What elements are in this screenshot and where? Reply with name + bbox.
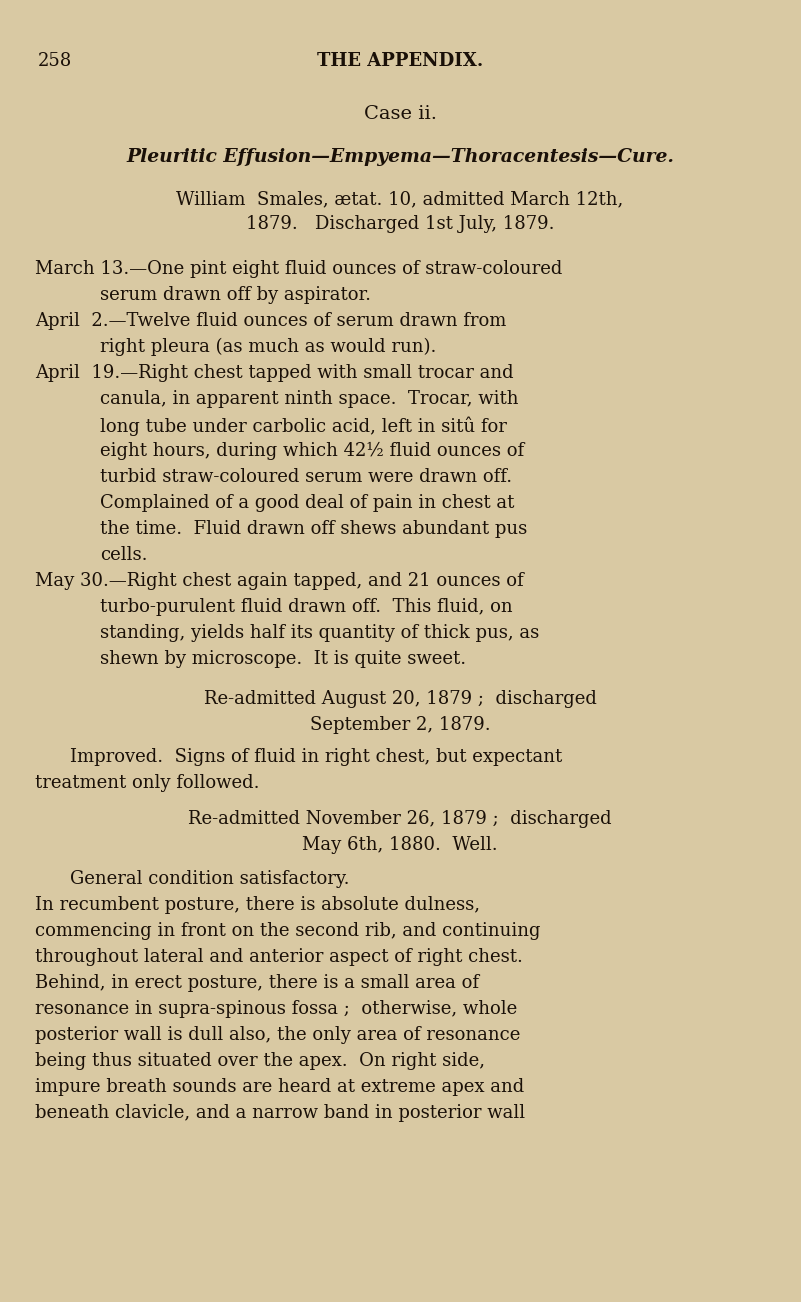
Text: canula, in apparent ninth space.  Trocar, with: canula, in apparent ninth space. Trocar,… [100,391,518,408]
Text: Complained of a good deal of pain in chest at: Complained of a good deal of pain in che… [100,493,514,512]
Text: shewn by microscope.  It is quite sweet.: shewn by microscope. It is quite sweet. [100,650,466,668]
Text: turbo-purulent fluid drawn off.  This fluid, on: turbo-purulent fluid drawn off. This flu… [100,598,513,616]
Text: Re-admitted August 20, 1879 ;  discharged: Re-admitted August 20, 1879 ; discharged [203,690,597,708]
Text: beneath clavicle, and a narrow band in posterior wall: beneath clavicle, and a narrow band in p… [35,1104,525,1122]
Text: Behind, in erect posture, there is a small area of: Behind, in erect posture, there is a sma… [35,974,479,992]
Text: March 13.—One pint eight fluid ounces of straw-coloured: March 13.—One pint eight fluid ounces of… [35,260,562,279]
Text: 1879.   Discharged 1st July, 1879.: 1879. Discharged 1st July, 1879. [246,215,554,233]
Text: Improved.  Signs of fluid in right chest, but expectant: Improved. Signs of fluid in right chest,… [70,749,562,766]
Text: May 6th, 1880.  Well.: May 6th, 1880. Well. [302,836,497,854]
Text: turbid straw-coloured serum were drawn off.: turbid straw-coloured serum were drawn o… [100,467,512,486]
Text: April  19.—Right chest tapped with small trocar and: April 19.—Right chest tapped with small … [35,365,513,381]
Text: commencing in front on the second rib, and continuing: commencing in front on the second rib, a… [35,922,541,940]
Text: In recumbent posture, there is absolute dulness,: In recumbent posture, there is absolute … [35,896,480,914]
Text: treatment only followed.: treatment only followed. [35,773,260,792]
Text: serum drawn off by aspirator.: serum drawn off by aspirator. [100,286,371,303]
Text: April  2.—Twelve fluid ounces of serum drawn from: April 2.—Twelve fluid ounces of serum dr… [35,312,506,329]
Text: posterior wall is dull also, the only area of resonance: posterior wall is dull also, the only ar… [35,1026,521,1044]
Text: William  Smales, ætat. 10, admitted March 12th,: William Smales, ætat. 10, admitted March… [176,190,624,208]
Text: Pleuritic Effusion—Empyema—Thoracentesis—Cure.: Pleuritic Effusion—Empyema—Thoracentesis… [126,148,674,165]
Text: May 30.—Right chest again tapped, and 21 ounces of: May 30.—Right chest again tapped, and 21… [35,572,524,590]
Text: long tube under carbolic acid, left in sitû for: long tube under carbolic acid, left in s… [100,417,507,435]
Text: standing, yields half its quantity of thick pus, as: standing, yields half its quantity of th… [100,624,539,642]
Text: 258: 258 [38,52,72,70]
Text: the time.  Fluid drawn off shews abundant pus: the time. Fluid drawn off shews abundant… [100,519,527,538]
Text: General condition satisfactory.: General condition satisfactory. [70,870,349,888]
Text: eight hours, during which 42½ fluid ounces of: eight hours, during which 42½ fluid ounc… [100,441,524,460]
Text: September 2, 1879.: September 2, 1879. [310,716,490,734]
Text: throughout lateral and anterior aspect of right chest.: throughout lateral and anterior aspect o… [35,948,523,966]
Text: being thus situated over the apex.  On right side,: being thus situated over the apex. On ri… [35,1052,485,1070]
Text: resonance in supra-spinous fossa ;  otherwise, whole: resonance in supra-spinous fossa ; other… [35,1000,517,1018]
Text: THE APPENDIX.: THE APPENDIX. [317,52,483,70]
Text: cells.: cells. [100,546,147,564]
Text: Re-admitted November 26, 1879 ;  discharged: Re-admitted November 26, 1879 ; discharg… [188,810,612,828]
Text: right pleura (as much as would run).: right pleura (as much as would run). [100,339,437,357]
Text: impure breath sounds are heard at extreme apex and: impure breath sounds are heard at extrem… [35,1078,524,1096]
Text: Case ii.: Case ii. [364,105,437,122]
